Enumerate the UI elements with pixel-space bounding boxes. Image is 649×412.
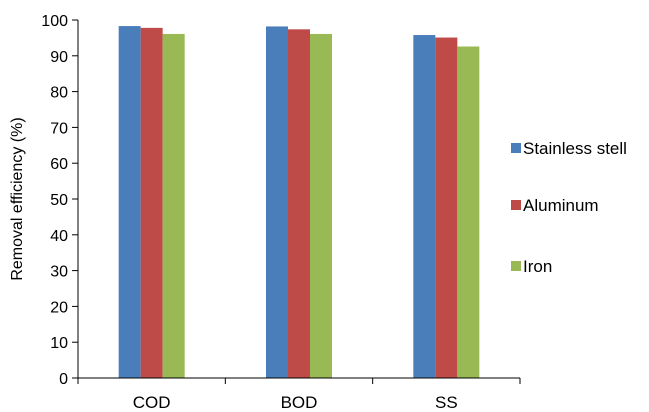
y-tick-label: 100 [41, 13, 68, 30]
legend-label: Iron [523, 257, 552, 276]
y-tick-label: 40 [50, 228, 68, 245]
legend-label: Stainless stell [523, 139, 627, 158]
y-axis-ticks: 0 10 20 30 40 50 60 70 80 90 100 [41, 13, 78, 388]
x-category-label: COD [133, 393, 171, 412]
y-tick-label: 0 [59, 371, 68, 388]
bar [118, 26, 141, 379]
x-axis-category-labels: COD BOD SS [133, 393, 458, 412]
x-category-label: BOD [281, 393, 318, 412]
bar [457, 46, 480, 378]
bar [288, 29, 310, 378]
bars [118, 26, 480, 379]
bar [413, 35, 436, 378]
axes [77, 20, 521, 384]
y-tick-label: 60 [50, 156, 68, 173]
y-tick-label: 70 [50, 120, 68, 137]
legend: Stainless stell Aluminum Iron [511, 139, 627, 276]
bar [266, 26, 288, 378]
legend-swatch [511, 143, 521, 153]
y-tick-label: 30 [50, 264, 68, 281]
y-axis-title: Removal efficiency (%) [9, 117, 26, 280]
bar [162, 33, 185, 378]
y-tick-label: 80 [50, 85, 68, 102]
legend-swatch [511, 200, 521, 210]
x-category-label: SS [435, 393, 458, 412]
y-tick-label: 90 [50, 49, 68, 66]
y-tick-label: 10 [50, 335, 68, 352]
y-tick-label: 20 [50, 299, 68, 316]
legend-label: Aluminum [523, 196, 599, 215]
legend-swatch [511, 261, 521, 271]
y-tick-label: 50 [50, 192, 68, 209]
bar [140, 27, 163, 378]
bar [435, 37, 458, 379]
bar [310, 33, 332, 378]
